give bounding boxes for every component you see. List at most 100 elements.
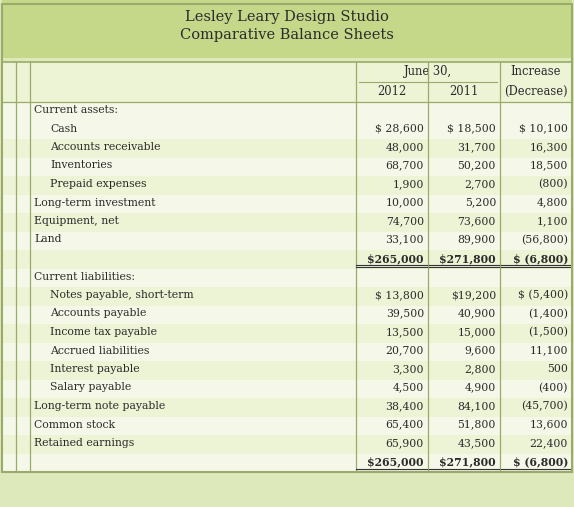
Text: $265,000: $265,000: [367, 456, 424, 467]
Bar: [2, 62, 572, 102]
Text: Inventories: Inventories: [50, 161, 113, 170]
Text: $19,200: $19,200: [451, 290, 496, 300]
Text: $ 28,600: $ 28,600: [375, 124, 424, 133]
Text: 2011: 2011: [449, 85, 479, 98]
Text: 5,200: 5,200: [464, 198, 496, 207]
Text: 1,100: 1,100: [537, 216, 568, 226]
Text: 11,100: 11,100: [529, 345, 568, 355]
Text: Prepaid expenses: Prepaid expenses: [50, 179, 146, 189]
Text: (1,500): (1,500): [528, 327, 568, 337]
Text: Increase: Increase: [511, 65, 561, 78]
Bar: [2, 343, 572, 361]
Text: Long-term note payable: Long-term note payable: [34, 401, 165, 411]
Bar: [2, 0, 572, 58]
Text: 2,800: 2,800: [464, 364, 496, 374]
Text: Retained earnings: Retained earnings: [34, 438, 134, 448]
Bar: [2, 324, 572, 343]
Text: (45,700): (45,700): [521, 401, 568, 411]
Text: 15,000: 15,000: [457, 327, 496, 337]
Text: 68,700: 68,700: [386, 161, 424, 170]
Text: $265,000: $265,000: [367, 253, 424, 264]
Bar: [2, 306, 572, 324]
Text: 40,900: 40,900: [457, 308, 496, 318]
Text: June 30,: June 30,: [404, 65, 452, 78]
Text: 51,800: 51,800: [457, 419, 496, 429]
Text: Current assets:: Current assets:: [34, 105, 118, 115]
Text: $ 10,100: $ 10,100: [519, 124, 568, 133]
Text: 48,000: 48,000: [386, 142, 424, 152]
Text: Income tax payable: Income tax payable: [50, 327, 157, 337]
Text: Long-term investment: Long-term investment: [34, 198, 156, 207]
Text: 20,700: 20,700: [386, 345, 424, 355]
Text: (1,400): (1,400): [528, 308, 568, 319]
Text: Cash: Cash: [50, 124, 77, 133]
Text: 43,500: 43,500: [457, 438, 496, 448]
Text: 50,200: 50,200: [457, 161, 496, 170]
Text: 84,100: 84,100: [457, 401, 496, 411]
Text: $ 13,800: $ 13,800: [375, 290, 424, 300]
Text: $ (6,800): $ (6,800): [513, 456, 568, 467]
Text: $ 18,500: $ 18,500: [447, 124, 496, 133]
Bar: [2, 361, 572, 380]
Text: 18,500: 18,500: [530, 161, 568, 170]
Text: 13,600: 13,600: [529, 419, 568, 429]
Text: (800): (800): [538, 179, 568, 189]
Bar: [2, 398, 572, 416]
Text: 38,400: 38,400: [386, 401, 424, 411]
Text: 4,500: 4,500: [393, 382, 424, 392]
Text: 89,900: 89,900: [457, 235, 496, 244]
Bar: [2, 435, 572, 453]
Text: 1,900: 1,900: [393, 179, 424, 189]
Text: $271,800: $271,800: [439, 456, 496, 467]
Bar: [2, 158, 572, 176]
Text: $ (6,800): $ (6,800): [513, 253, 568, 264]
Text: Land: Land: [34, 235, 61, 244]
Bar: [2, 195, 572, 213]
Text: Accounts receivable: Accounts receivable: [50, 142, 161, 152]
Text: Comparative Balance Sheets: Comparative Balance Sheets: [180, 28, 394, 42]
Bar: [2, 287, 572, 306]
Text: Interest payable: Interest payable: [50, 364, 139, 374]
Text: 31,700: 31,700: [457, 142, 496, 152]
Text: 4,900: 4,900: [465, 382, 496, 392]
Text: Accounts payable: Accounts payable: [50, 308, 146, 318]
Text: Equipment, net: Equipment, net: [34, 216, 119, 226]
Text: 3,300: 3,300: [393, 364, 424, 374]
Text: 10,000: 10,000: [386, 198, 424, 207]
Bar: [2, 121, 572, 139]
Bar: [2, 380, 572, 398]
Text: 65,400: 65,400: [386, 419, 424, 429]
Text: Lesley Leary Design Studio: Lesley Leary Design Studio: [185, 10, 389, 24]
Text: $271,800: $271,800: [439, 253, 496, 264]
Text: 13,500: 13,500: [386, 327, 424, 337]
Text: 2,700: 2,700: [464, 179, 496, 189]
Text: 39,500: 39,500: [386, 308, 424, 318]
Text: 33,100: 33,100: [386, 235, 424, 244]
Text: 4,800: 4,800: [537, 198, 568, 207]
Text: Common stock: Common stock: [34, 419, 115, 429]
Text: (400): (400): [538, 382, 568, 393]
Text: 500: 500: [547, 364, 568, 374]
Text: 65,900: 65,900: [386, 438, 424, 448]
Bar: [2, 269, 572, 287]
Text: $ (5,400): $ (5,400): [518, 290, 568, 300]
Bar: [2, 416, 572, 435]
Text: Salary payable: Salary payable: [50, 382, 131, 392]
Bar: [2, 232, 572, 250]
Text: Accrued liabilities: Accrued liabilities: [50, 345, 149, 355]
Text: Current liabilities:: Current liabilities:: [34, 272, 135, 281]
Bar: [2, 62, 572, 472]
Bar: [2, 139, 572, 158]
Text: 74,700: 74,700: [386, 216, 424, 226]
Bar: [2, 250, 572, 269]
Text: 2012: 2012: [377, 85, 406, 98]
Text: (56,800): (56,800): [521, 235, 568, 245]
Text: 16,300: 16,300: [529, 142, 568, 152]
Text: Notes payable, short-term: Notes payable, short-term: [50, 290, 193, 300]
Bar: [2, 176, 572, 195]
Bar: [2, 102, 572, 121]
Text: (Decrease): (Decrease): [504, 85, 568, 98]
Bar: [2, 213, 572, 232]
Bar: [2, 453, 572, 472]
Text: 73,600: 73,600: [457, 216, 496, 226]
